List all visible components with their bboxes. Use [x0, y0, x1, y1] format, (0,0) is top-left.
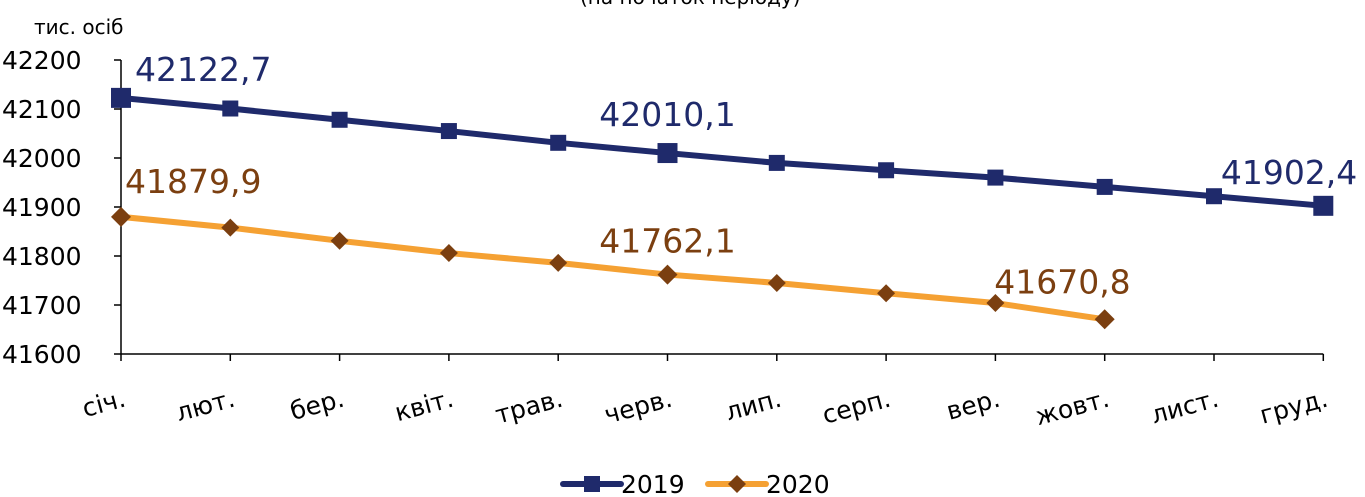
data-label-2019: 42010,1 — [599, 95, 735, 134]
y-tick-label: 42100 — [2, 95, 82, 124]
x-tick-label: лют. — [173, 384, 238, 427]
marker-2019 — [987, 169, 1004, 186]
marker-2020 — [330, 231, 349, 250]
data-label-2020: 41762,1 — [599, 222, 735, 261]
x-tick-label: груд. — [1257, 384, 1331, 430]
marker-2019 — [1206, 188, 1222, 205]
marker-2019 — [1313, 195, 1334, 216]
data-label-2020: 41670,8 — [994, 262, 1130, 301]
x-tick-label: трав. — [492, 384, 566, 430]
data-label-2019: 41902,4 — [1221, 153, 1357, 192]
marker-2019 — [550, 134, 567, 151]
legend-marker-2020 — [728, 475, 746, 493]
marker-2020 — [877, 284, 896, 303]
marker-2019 — [222, 100, 239, 117]
marker-2019 — [440, 123, 457, 140]
legend-label-2020: 2020 — [766, 470, 830, 497]
marker-2020 — [549, 253, 568, 272]
x-tick-label: квіт. — [392, 384, 457, 427]
chart-title-fragment: (на початок періоду) — [580, 0, 801, 9]
y-tick-label: 41600 — [2, 340, 82, 369]
y-tick-label: 41900 — [2, 193, 82, 222]
x-tick-label: жовт. — [1032, 384, 1112, 431]
x-tick-label: серп. — [819, 384, 893, 430]
x-tick-label: бер. — [287, 384, 347, 426]
marker-2019 — [1096, 178, 1113, 195]
marker-2019 — [768, 154, 785, 171]
y-tick-label: 42000 — [2, 144, 82, 173]
data-label-2019: 42122,7 — [135, 50, 271, 89]
marker-2020 — [986, 294, 1005, 313]
series-layer — [111, 87, 1334, 330]
data-labels-layer: 42122,7 42010,1 41902,4 41879,9 41762,1 41670… — [125, 50, 1357, 301]
x-tick-label: лип. — [722, 384, 784, 427]
marker-2019 — [111, 87, 131, 108]
marker-2020 — [1094, 309, 1115, 330]
marker-2020 — [767, 273, 786, 292]
legend-label-2019: 2019 — [621, 470, 685, 497]
marker-2020 — [221, 218, 240, 237]
y-tick-label: 41700 — [2, 291, 82, 320]
x-tick-label: черв. — [601, 384, 675, 430]
marker-2019 — [657, 143, 678, 164]
series-line-2019 — [118, 94, 1327, 209]
x-tick-label: лист. — [1148, 384, 1222, 430]
x-tick-label: січ. — [79, 384, 128, 423]
legend: 2019 2020 — [560, 470, 830, 497]
marker-2020 — [439, 244, 458, 263]
y-tick-label: 42200 — [2, 46, 82, 75]
marker-2019 — [878, 162, 895, 179]
series-line-2020 — [118, 213, 1108, 323]
marker-2020 — [657, 264, 678, 285]
data-label-2020: 41879,9 — [125, 162, 261, 201]
marker-2019 — [331, 111, 348, 128]
y-tick-label: 41800 — [2, 242, 82, 271]
marker-2020 — [111, 206, 131, 227]
legend-marker-2019 — [584, 476, 600, 492]
x-tick-label: вер. — [943, 384, 1003, 426]
y-axis-unit-label: тис. осіб — [34, 15, 123, 39]
